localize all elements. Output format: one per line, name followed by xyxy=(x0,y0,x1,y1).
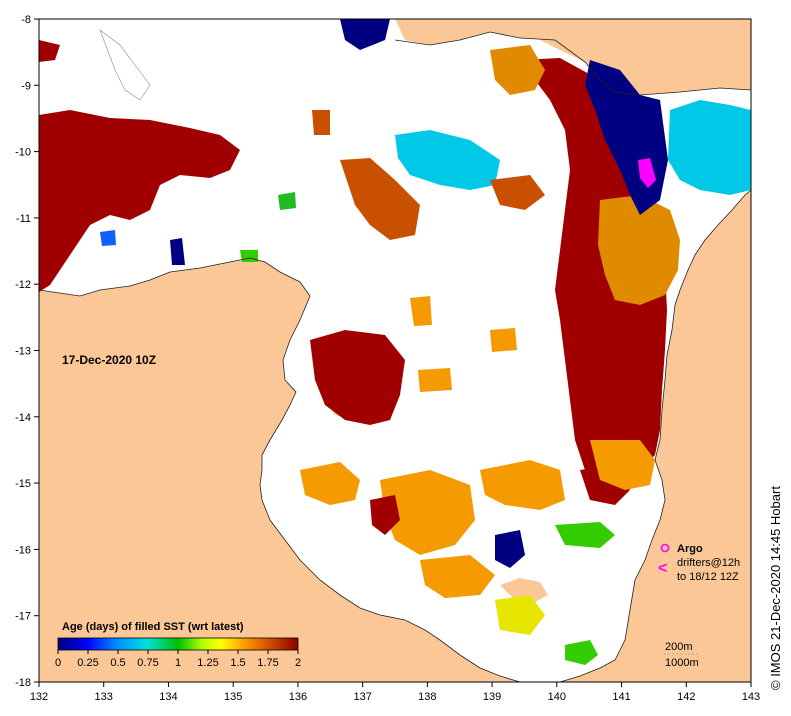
age-patch-orange-mid-1 xyxy=(410,296,432,326)
age-patch-top-navy xyxy=(340,19,390,50)
contour-200m-label: 200m xyxy=(665,641,693,653)
coastline-arnhem xyxy=(39,257,521,682)
x-tick-label: 133 xyxy=(95,691,113,703)
y-tick-label: -10 xyxy=(15,147,31,159)
credit-text: © IMOS 21-Dec-2020 14:45 Hobart xyxy=(768,486,783,690)
age-patch-green-mid xyxy=(278,192,296,210)
colorbar-tick-label: 0.5 xyxy=(110,657,125,669)
colorbar-tick-label: 0 xyxy=(55,657,61,669)
age-patch-navy-bottom xyxy=(495,530,525,568)
age-patch-green-bottom xyxy=(565,640,598,665)
coastline-cape-york xyxy=(559,189,751,682)
age-patch-south-orange-4 xyxy=(420,555,495,598)
y-tick-label: -13 xyxy=(15,346,31,358)
argo-legend-marker xyxy=(660,543,670,553)
age-patch-central-burnt xyxy=(340,158,420,240)
land-layer xyxy=(39,19,751,682)
age-patch-south-darkred-1 xyxy=(370,495,400,535)
age-patch-navy-west xyxy=(170,238,185,265)
coastline-west-bathy xyxy=(99,29,151,101)
x-tick-label: 132 xyxy=(30,691,48,703)
sst-age-layer xyxy=(39,19,751,665)
age-patch-gulf-west xyxy=(310,330,405,425)
x-tick-label: 135 xyxy=(224,691,242,703)
y-tick-label: -16 xyxy=(15,544,31,556)
x-tick-label: 143 xyxy=(742,691,760,703)
x-tick-label: 141 xyxy=(612,691,630,703)
age-patch-south-orange-3 xyxy=(480,460,565,510)
age-patch-green-west xyxy=(240,250,258,262)
colorbar-tick-label: 2 xyxy=(295,657,301,669)
drifters-label-line2: to 18/12 12Z xyxy=(677,571,739,583)
y-tick-label: -9 xyxy=(21,80,31,92)
age-patch-burnt-top xyxy=(312,110,330,135)
x-axis: 132 133 134 135 136 137 138 139 140 141 142 143 xyxy=(30,682,760,703)
colorbar-tick-label: 0.25 xyxy=(77,657,98,669)
coastline-layer xyxy=(39,29,751,682)
map-layers: < xyxy=(39,19,751,682)
y-tick-label: -14 xyxy=(15,412,31,424)
colorbar-ticks: 0 0.25 0.5 0.75 1 1.25 1.5 1.75 2 xyxy=(55,650,301,669)
colorbar-title: Age (days) of filled SST (wrt latest) xyxy=(62,621,244,633)
x-tick-label: 136 xyxy=(289,691,307,703)
age-patch-south-orange-1 xyxy=(300,462,360,505)
y-tick-label: -17 xyxy=(15,611,31,623)
x-tick-label: 140 xyxy=(548,691,566,703)
colorbar-tick-label: 1 xyxy=(175,657,181,669)
contour-1000m-label: 1000m xyxy=(665,657,699,669)
land-arnhem-land xyxy=(39,258,520,682)
age-patch-top-orange xyxy=(490,45,545,95)
age-patch-green-se xyxy=(555,522,615,548)
x-tick-label: 138 xyxy=(418,691,436,703)
argo-legend: Argo drifters@12h to 18/12 12Z xyxy=(677,543,740,583)
land-mornington-island xyxy=(500,578,548,602)
colorbar-tick-label: 0.75 xyxy=(137,657,158,669)
x-tick-label: 142 xyxy=(677,691,695,703)
colorbar-tick-label: 1.75 xyxy=(257,657,278,669)
drifters-label-line1: drifters@12h xyxy=(677,557,740,569)
x-tick-label: 137 xyxy=(353,691,371,703)
age-patch-se-orange xyxy=(590,440,655,490)
land-png-south-coast xyxy=(540,19,751,95)
drifter-legend-marker: < xyxy=(658,560,667,577)
y-tick-label: -12 xyxy=(15,279,31,291)
colorbar-tick-label: 1.25 xyxy=(197,657,218,669)
age-patch-west xyxy=(39,110,240,292)
y-tick-label: -15 xyxy=(15,478,31,490)
argo-label: Argo xyxy=(677,543,703,555)
age-patch-central-burnt-2 xyxy=(490,175,545,210)
age-patch-west-2 xyxy=(39,40,60,62)
argo-markers: < xyxy=(658,543,670,577)
contour-legend: 200m 1000m xyxy=(664,641,700,669)
age-patch-orange-mid-3 xyxy=(418,368,452,392)
colorbar-gradient xyxy=(57,637,299,651)
y-tick-label: -18 xyxy=(15,677,31,689)
argo-trail xyxy=(638,158,656,188)
land-cape-york xyxy=(560,90,751,682)
age-patch-cyan-ne xyxy=(668,100,751,195)
colorbar-tick-label: 1.5 xyxy=(230,657,245,669)
y-axis: -8 -9 -10 -11 -12 -13 -14 -15 -16 -17 -18 xyxy=(15,14,39,689)
y-tick-label: -11 xyxy=(16,213,31,225)
age-patch-central-cyan xyxy=(395,130,500,190)
age-patch-south-orange-2 xyxy=(380,470,475,555)
age-patch-orange-mid-2 xyxy=(490,328,517,352)
age-patch-yellow-se xyxy=(495,595,545,635)
age-patch-east-orange xyxy=(598,195,680,305)
x-tick-label: 134 xyxy=(159,691,177,703)
x-tick-label: 139 xyxy=(483,691,501,703)
coastline-png xyxy=(394,31,751,96)
age-patch-blue-west xyxy=(100,230,116,246)
y-tick-label: -8 xyxy=(21,14,31,26)
date-label: 17-Dec-2020 10Z xyxy=(62,353,156,367)
